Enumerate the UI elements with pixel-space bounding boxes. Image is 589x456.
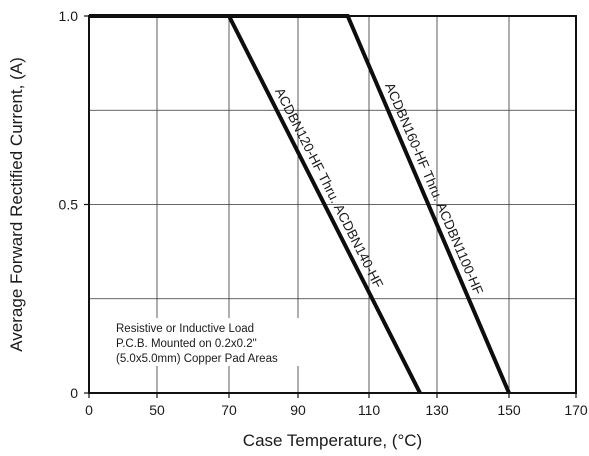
grid-layer <box>89 16 576 393</box>
x-tick-label: 130 <box>425 402 449 418</box>
plot-frame <box>88 15 577 394</box>
x-tick-label: 0 <box>85 402 93 418</box>
note-background <box>94 318 316 366</box>
y-tick-label: 1.0 <box>59 8 79 24</box>
x-tick-label: 170 <box>564 402 588 418</box>
x-tick-label: 50 <box>149 402 165 418</box>
x-axis-label: Case Temperature, (°C) <box>243 431 422 450</box>
x-tick-label: 90 <box>290 402 306 418</box>
y-tick-label: 0.5 <box>59 197 79 213</box>
y-tick-label: 0 <box>70 385 78 401</box>
load-condition-note: Resistive or Inductive Load P.C.B. Mount… <box>94 318 316 366</box>
x-tick-label: 70 <box>221 402 237 418</box>
x-tick-label: 110 <box>358 402 381 418</box>
note-line: Resistive or Inductive Load <box>116 323 254 335</box>
tick-layer: 0 50 70 90 110 130 150 170 0 0.5 1.0 <box>59 8 588 418</box>
y-axis-label: Average Forward Rectified Current, (A) <box>7 57 26 351</box>
note-line: P.C.B. Mounted on 0.2x0.2" <box>116 338 257 350</box>
x-tick-label: 150 <box>497 402 521 418</box>
note-line: (5.0x5.0mm) Copper Pad Areas <box>116 353 278 365</box>
